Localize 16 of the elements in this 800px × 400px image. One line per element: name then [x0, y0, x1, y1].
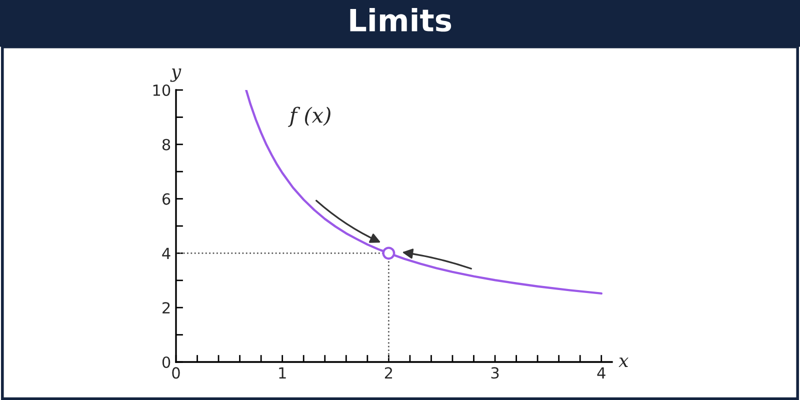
- line-series: [245, 90, 602, 295]
- y-tick-label: 0: [162, 356, 170, 368]
- annotation: f (x): [288, 106, 330, 127]
- y-tick-label: 10: [153, 84, 170, 96]
- x-tick-label: 1: [279, 367, 286, 378]
- y-tick-label: 2: [162, 302, 170, 314]
- chart-title: Limits: [350, 8, 452, 32]
- y-tick-label: 6: [162, 193, 170, 205]
- y-tick-label: 4: [162, 248, 170, 260]
- y-tick-label: 8: [162, 138, 170, 150]
- x-tick-label: 0: [172, 367, 180, 379]
- x-tick-label: 3: [491, 367, 499, 379]
- x-tick-label: 2: [384, 367, 392, 378]
- x-tick-label: 4: [597, 367, 606, 378]
- y-axis-title: y: [170, 68, 182, 82]
- x-axis-title: x: [618, 358, 628, 367]
